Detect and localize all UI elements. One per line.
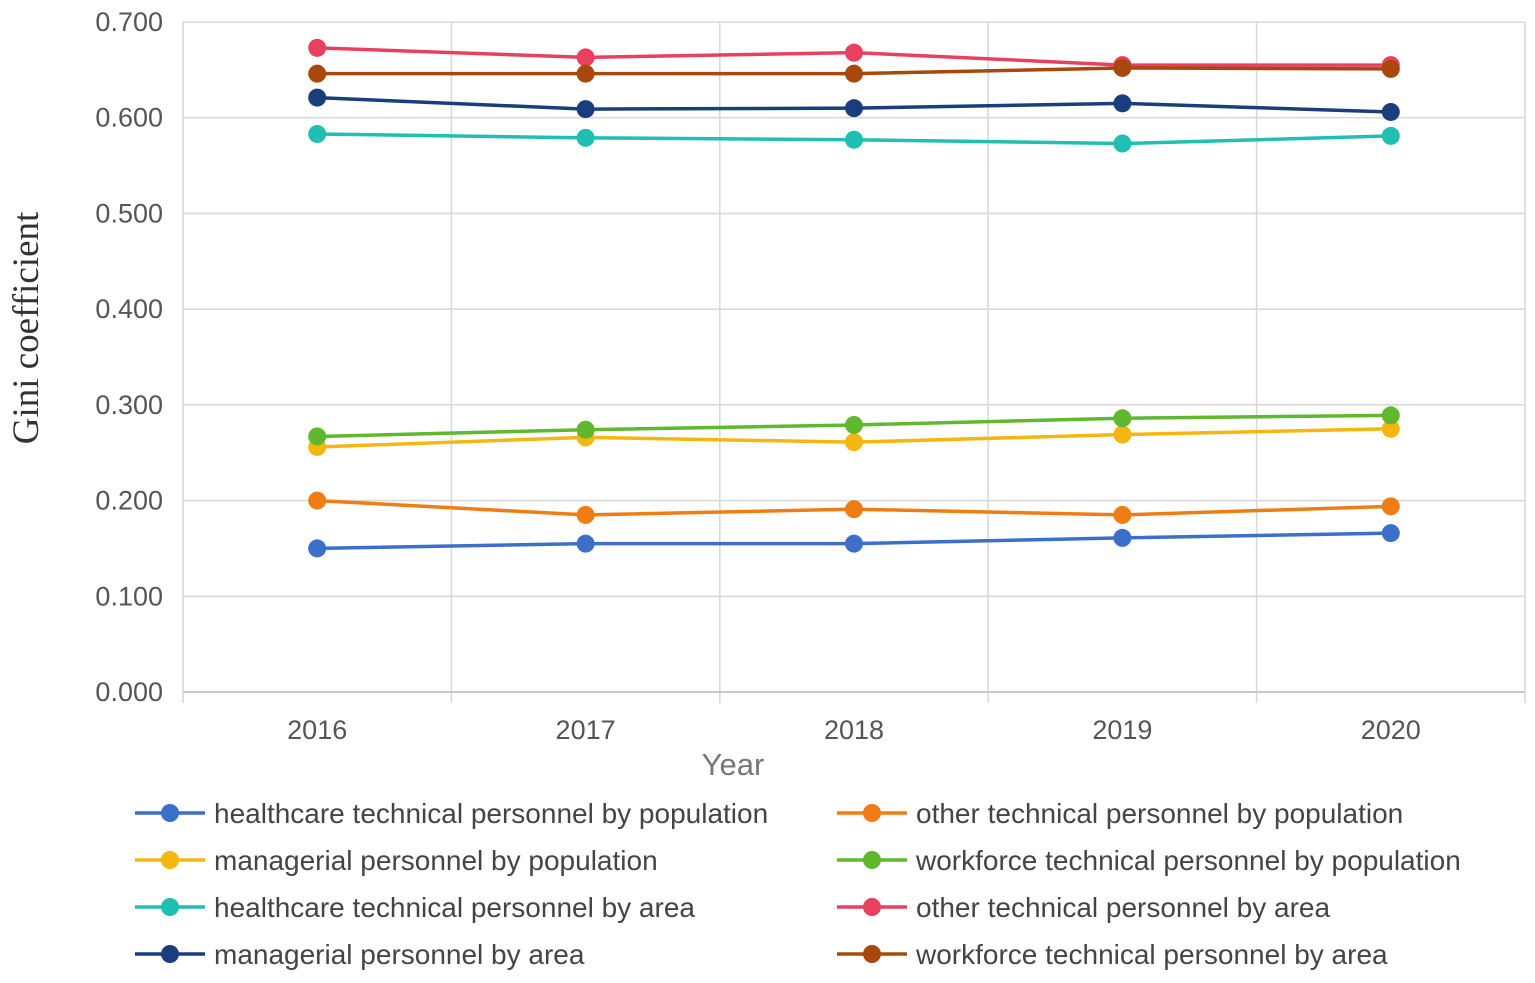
legend-item: managerial personnel by population	[135, 845, 658, 876]
data-point	[1113, 134, 1132, 153]
data-point	[1381, 59, 1400, 78]
legend-swatch-marker	[161, 851, 179, 869]
x-tick-label: 2019	[1092, 715, 1152, 745]
legend-item: workforce technical personnel by area	[837, 939, 1388, 970]
data-point	[308, 427, 327, 446]
legend-label: other technical personnel by area	[916, 892, 1330, 923]
x-tick-label: 2016	[287, 715, 347, 745]
y-tick-label: 0.300	[95, 390, 163, 420]
data-point	[576, 48, 595, 67]
y-tick-label: 0.500	[95, 198, 163, 228]
series-1	[308, 491, 1400, 524]
x-axis-label: Year	[702, 747, 765, 782]
data-point	[845, 500, 863, 519]
legend-item: healthcare technical personnel by area	[135, 892, 695, 923]
data-point	[308, 88, 327, 107]
legend-label: managerial personnel by area	[214, 939, 585, 970]
legend-item: other technical personnel by area	[837, 892, 1330, 923]
data-point	[1113, 505, 1132, 524]
data-point	[1381, 524, 1400, 543]
data-point	[845, 433, 863, 452]
data-point	[845, 99, 863, 118]
data-point	[576, 64, 595, 83]
y-tick-label: 0.100	[95, 581, 163, 611]
y-tick-label: 0.000	[95, 677, 163, 707]
series-7	[308, 58, 1400, 83]
data-point	[308, 38, 327, 57]
data-point	[576, 100, 595, 119]
data-point	[845, 64, 863, 83]
legend-label: workforce technical personnel by area	[915, 939, 1388, 970]
data-point	[1113, 58, 1132, 77]
series-4	[308, 124, 1400, 153]
data-point	[1381, 497, 1400, 516]
data-point	[576, 420, 595, 439]
legend-swatch-marker	[863, 898, 881, 916]
legend-item: other technical personnel by population	[837, 798, 1403, 829]
y-tick-label: 0.400	[95, 294, 163, 324]
data-point	[576, 128, 595, 147]
legend-label: other technical personnel by population	[916, 798, 1403, 829]
legend-swatch-marker	[161, 804, 179, 822]
grid	[182, 21, 1526, 703]
legend-label: workforce technical personnel by populat…	[915, 845, 1461, 876]
data-point	[308, 539, 327, 558]
data-point	[845, 415, 863, 434]
series-0	[308, 524, 1400, 558]
x-tick-label: 2020	[1361, 715, 1421, 745]
legend-item: healthcare technical personnel by popula…	[135, 798, 768, 829]
data-point	[845, 130, 863, 149]
data-point	[576, 534, 595, 553]
data-point	[308, 64, 327, 83]
axes: 0.000 0.100 0.200 0.300 0.400 0.500 0.600 0.700…	[95, 7, 1525, 745]
data-point	[1113, 94, 1132, 113]
legend-label: healthcare technical personnel by area	[214, 892, 695, 923]
series-3	[308, 406, 1400, 446]
data-point	[1381, 419, 1400, 438]
data-point	[576, 505, 595, 524]
legend-label: managerial personnel by population	[214, 845, 658, 876]
legend-swatch-marker	[863, 851, 881, 869]
series-2	[308, 419, 1400, 456]
data-point	[1381, 102, 1400, 121]
data-point	[845, 43, 863, 62]
legend-swatch-marker	[161, 898, 179, 916]
legend-swatch-marker	[863, 804, 881, 822]
y-tick-label: 0.600	[95, 103, 163, 133]
legend-item: managerial personnel by area	[135, 939, 585, 970]
series-lines	[308, 38, 1400, 558]
y-axis-label: Gini coefficient	[6, 211, 47, 444]
series-6	[308, 88, 1400, 121]
x-tick-label: 2017	[556, 715, 616, 745]
data-point	[1381, 126, 1400, 145]
data-point	[308, 491, 327, 510]
data-point	[1113, 425, 1132, 444]
y-tick-label: 0.200	[95, 486, 163, 516]
data-point	[845, 534, 863, 553]
legend-item: workforce technical personnel by populat…	[837, 845, 1461, 876]
data-point	[1113, 528, 1132, 547]
y-tick-label: 0.700	[95, 7, 163, 37]
legend-swatch-marker	[863, 945, 881, 963]
data-point	[308, 124, 327, 143]
legend-label: healthcare technical personnel by popula…	[214, 798, 768, 829]
legend-swatch-marker	[161, 945, 179, 963]
x-tick-label: 2018	[824, 715, 884, 745]
legend: healthcare technical personnel by popula…	[135, 798, 1461, 970]
data-point	[1381, 406, 1400, 425]
data-point	[1113, 409, 1132, 428]
